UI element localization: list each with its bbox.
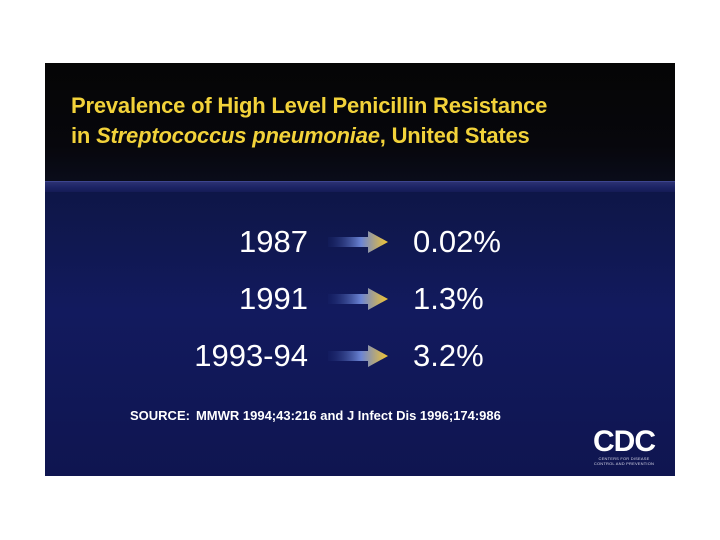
title-organism: Streptococcus pneumoniae xyxy=(96,123,380,148)
right-arrow-icon xyxy=(328,288,388,310)
right-arrow-icon xyxy=(328,345,388,367)
source-citation: SOURCE: MMWR 1994;43:216 and J Infect Dis… xyxy=(130,408,501,423)
title-line-1: Prevalence of High Level Penicillin Resi… xyxy=(71,93,548,118)
slide: Prevalence of High Level Penicillin Resi… xyxy=(45,63,675,476)
title-divider xyxy=(45,181,675,192)
data-row: 1991 1.3% xyxy=(45,277,675,321)
row-value: 3.2% xyxy=(413,338,484,373)
row-year: 1987 xyxy=(239,224,308,259)
right-arrow-icon xyxy=(328,231,388,253)
cdc-logo: CDC CENTERS FOR DISEASE CONTROL AND PREV… xyxy=(588,425,660,467)
row-value: 1.3% xyxy=(413,281,484,316)
title-line-2-prefix: in xyxy=(71,123,97,148)
source-label: SOURCE: xyxy=(130,408,190,423)
row-year: 1991 xyxy=(239,281,308,316)
source-text: MMWR 1994;43:216 and J Infect Dis 1996;1… xyxy=(195,408,501,423)
data-row: 1993-94 3.2% xyxy=(45,334,675,378)
logo-mark: CDC xyxy=(593,425,656,458)
slide-title: Prevalence of High Level Penicillin Resi… xyxy=(71,91,671,151)
data-row: 1987 0.02% xyxy=(45,220,675,264)
logo-tagline: CENTERS FOR DISEASE CONTROL AND PREVENTI… xyxy=(593,456,655,466)
row-value: 0.02% xyxy=(413,224,501,259)
title-band xyxy=(45,63,675,181)
title-line-2-suffix: , United States xyxy=(379,123,530,148)
row-year: 1993-94 xyxy=(194,338,308,373)
